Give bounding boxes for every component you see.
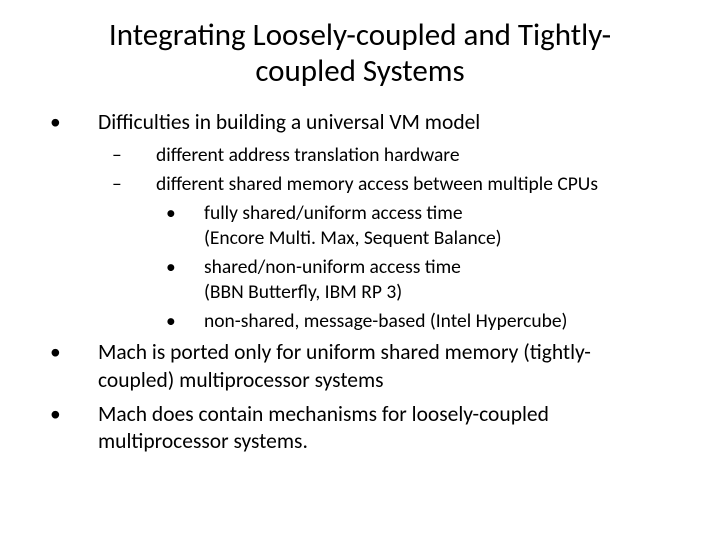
bullet-text: Mach does contain mechanisms for loosely…: [98, 401, 549, 427]
slide-body: • Difficulties in building a universal V…: [40, 109, 680, 455]
bullet-text-cont: (Encore Multi. Max, Sequent Balance): [204, 226, 502, 250]
bullet-mach-ported: • Mach is ported only for uniform shared…: [40, 339, 680, 394]
subsub-fully-shared: • fully shared/uniform access time (Enco…: [156, 201, 680, 251]
subbullet-address-translation: – different address translation hardware: [98, 143, 680, 168]
dash-marker-icon: –: [112, 172, 122, 197]
subbullet-shared-memory: – different shared memory access between…: [98, 172, 680, 197]
bullet-marker-icon: •: [166, 309, 176, 334]
dash-marker-icon: –: [112, 143, 122, 168]
subsub-non-shared: • non-shared, message-based (Intel Hyper…: [156, 309, 680, 334]
bullet-text: non-shared, message-based (Intel Hypercu…: [204, 309, 567, 333]
bullet-marker-icon: •: [166, 201, 176, 226]
bullet-text: shared/non-uniform access time: [204, 255, 461, 279]
slide-title: Integrating Loosely-coupled and Tightly-…: [40, 18, 680, 89]
bullet-text: fully shared/uniform access time: [204, 201, 463, 225]
bullet-marker-icon: •: [50, 339, 61, 367]
bullet-text: Mach is ported only for uniform shared m…: [98, 339, 591, 365]
bullet-marker-icon: •: [166, 255, 176, 280]
slide: Integrating Loosely-coupled and Tightly-…: [0, 0, 720, 540]
bullet-marker-icon: •: [50, 109, 61, 137]
bullet-text-cont: coupled) multiprocessor systems: [98, 367, 384, 393]
bullet-text-cont: multiprocessor systems.: [98, 428, 308, 454]
bullet-text: Difficulties in building a universal VM …: [98, 109, 480, 135]
subsub-non-uniform: • shared/non-uniform access time (BBN Bu…: [156, 255, 680, 305]
bullet-text-cont: (BBN Butterfly, IBM RP 3): [204, 280, 402, 304]
title-line-1: Integrating Loosely-coupled and Tightly-: [109, 16, 611, 54]
bullet-mach-mechanisms: • Mach does contain mechanisms for loose…: [40, 401, 680, 456]
bullet-marker-icon: •: [50, 401, 61, 429]
bullet-text: different shared memory access between m…: [156, 172, 598, 196]
bullet-difficulties: • Difficulties in building a universal V…: [40, 109, 680, 137]
bullet-text: different address translation hardware: [156, 143, 460, 167]
title-line-2: coupled Systems: [255, 52, 464, 90]
